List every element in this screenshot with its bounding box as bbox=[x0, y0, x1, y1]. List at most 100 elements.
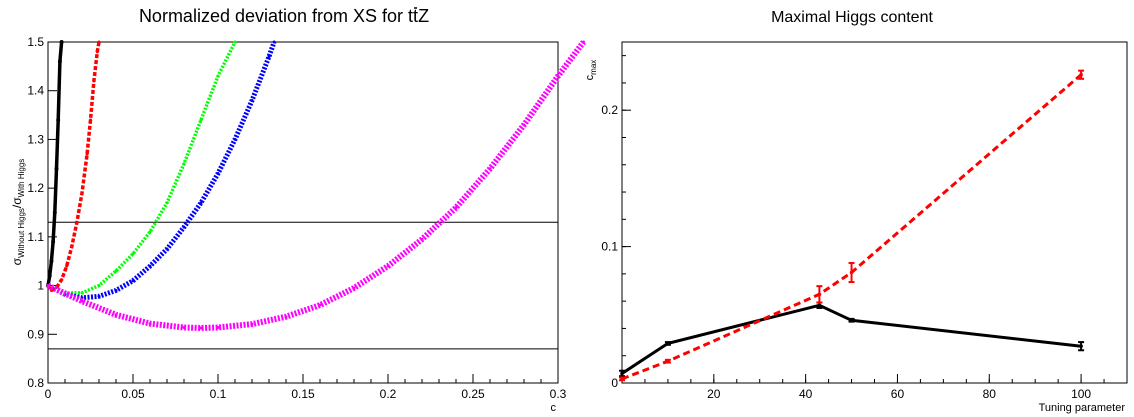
right-x-tick-label: 80 bbox=[983, 387, 997, 401]
left-series-point bbox=[250, 322, 254, 326]
left-series-point bbox=[233, 137, 237, 141]
right-x-tick-label: 40 bbox=[799, 387, 813, 401]
left-chart-title: Normalized deviation from XS for ttZ bbox=[139, 6, 429, 26]
left-series-point bbox=[114, 288, 118, 292]
right-series-point bbox=[620, 377, 624, 381]
left-series-point bbox=[182, 325, 186, 329]
left-x-axis-label: c bbox=[551, 402, 557, 414]
right-series-point bbox=[666, 359, 670, 363]
right-series-point bbox=[849, 270, 854, 275]
left-series-point bbox=[89, 118, 92, 122]
left-y-tick-label: 1.3 bbox=[27, 132, 44, 146]
right-chart-title: Maximal Higgs content bbox=[771, 9, 933, 26]
left-series-point bbox=[454, 206, 458, 210]
left-axis-ticks: 0 0.05 0.1 0.15 0.2 0.25 0.3 0.8 0.9 1 1.1 1.2 1.3 1.… bbox=[27, 35, 566, 401]
left-y-tick-label: 1.1 bbox=[27, 230, 44, 244]
left-series-point bbox=[65, 264, 69, 268]
left-series-point bbox=[95, 50, 99, 54]
left-series-line-4 bbox=[46, 40, 586, 331]
left-series-point bbox=[80, 299, 84, 303]
right-x-tick-label: 60 bbox=[891, 387, 905, 401]
left-series-point bbox=[284, 315, 288, 319]
left-series-point bbox=[52, 210, 57, 215]
left-series-point bbox=[182, 225, 186, 229]
left-series-point bbox=[352, 286, 356, 290]
left-series-point bbox=[165, 201, 169, 205]
left-series-point bbox=[267, 55, 271, 59]
left-series-point bbox=[114, 269, 118, 273]
right-x-tick-label: 100 bbox=[1071, 387, 1091, 401]
left-series-point bbox=[199, 326, 203, 330]
right-y-axis-label: cmax bbox=[584, 60, 598, 81]
left-series-point bbox=[522, 123, 526, 127]
right-chart: Maximal Higgs content 20 40 60 80 100 0 0.1 0.2… bbox=[584, 9, 1128, 414]
left-series-point bbox=[80, 191, 84, 195]
right-plot-frame bbox=[621, 41, 1128, 384]
right-x-tick-label: 20 bbox=[707, 387, 721, 401]
left-x-tick-label: 0.25 bbox=[461, 387, 485, 401]
left-y-tick-label: 1.5 bbox=[27, 35, 44, 49]
left-y-tick-label: 1 bbox=[37, 279, 44, 293]
left-series-point bbox=[216, 74, 220, 78]
left-series-point bbox=[70, 245, 74, 249]
right-series-point bbox=[1079, 72, 1083, 77]
left-series-point bbox=[46, 284, 50, 288]
left-y-tick-label: 1.2 bbox=[27, 181, 44, 195]
left-series-line-0 bbox=[46, 41, 64, 286]
left-series-point bbox=[131, 279, 135, 283]
right-series-point bbox=[817, 292, 822, 297]
right-series-line-1 bbox=[621, 73, 1083, 381]
left-series-point bbox=[114, 313, 118, 317]
left-series-point bbox=[386, 264, 390, 268]
left-series-point bbox=[47, 273, 52, 278]
left-series-point bbox=[216, 172, 220, 176]
left-chart: Normalized deviation from XS for ttZ 0 0.… bbox=[10, 6, 586, 414]
left-series-point bbox=[233, 40, 237, 44]
left-x-tick-label: 0.15 bbox=[291, 387, 315, 401]
left-series-point bbox=[148, 230, 152, 234]
left-x-tick-label: 0.1 bbox=[210, 387, 227, 401]
right-series-group bbox=[619, 69, 1085, 382]
left-plot-frame bbox=[47, 41, 559, 384]
right-series-point bbox=[1079, 344, 1083, 348]
right-y-tick-label: 0.2 bbox=[601, 103, 618, 117]
left-series-point bbox=[97, 40, 101, 44]
left-series-point bbox=[49, 259, 54, 264]
left-y-axis-label: σWithout Higgs/σWith Higgs bbox=[10, 159, 26, 266]
left-series-point bbox=[80, 291, 84, 295]
left-x-tick-label: 0.05 bbox=[121, 387, 145, 401]
left-x-tick-label: 0.2 bbox=[380, 387, 397, 401]
left-x-tick-label: 0 bbox=[45, 387, 52, 401]
left-series-point bbox=[51, 239, 56, 244]
left-series-point bbox=[250, 98, 254, 102]
left-series-point bbox=[75, 220, 79, 224]
left-y-tick-label: 1.4 bbox=[27, 84, 44, 98]
left-series-line-3 bbox=[46, 41, 277, 301]
left-series-point bbox=[420, 237, 424, 241]
left-series-point bbox=[97, 294, 101, 298]
left-series-point bbox=[131, 252, 135, 256]
left-series-point bbox=[59, 40, 64, 44]
right-series-point bbox=[666, 341, 670, 346]
left-series-point bbox=[165, 247, 169, 251]
left-series-point bbox=[56, 117, 61, 122]
right-series-point bbox=[620, 371, 624, 376]
left-series-point bbox=[54, 166, 59, 171]
left-series-point bbox=[57, 59, 62, 64]
left-series-point bbox=[92, 79, 96, 83]
right-series-point bbox=[817, 303, 822, 308]
left-series-line-2 bbox=[47, 41, 237, 295]
left-reference-lines bbox=[48, 221, 558, 350]
left-series-group bbox=[46, 40, 586, 331]
left-series-point bbox=[60, 278, 64, 282]
left-series-point bbox=[148, 322, 152, 326]
left-series-point bbox=[556, 74, 560, 78]
right-y-tick-label: 0 bbox=[611, 376, 618, 390]
right-x-axis-label: Tuning parameter bbox=[1039, 402, 1126, 414]
left-series-point bbox=[272, 40, 276, 44]
left-x-tick-label: 0.3 bbox=[550, 387, 567, 401]
right-axis-ticks: 20 40 60 80 100 0 0.1 0.2 bbox=[601, 55, 1128, 401]
left-series-point bbox=[148, 264, 152, 268]
left-series-point bbox=[318, 303, 322, 307]
